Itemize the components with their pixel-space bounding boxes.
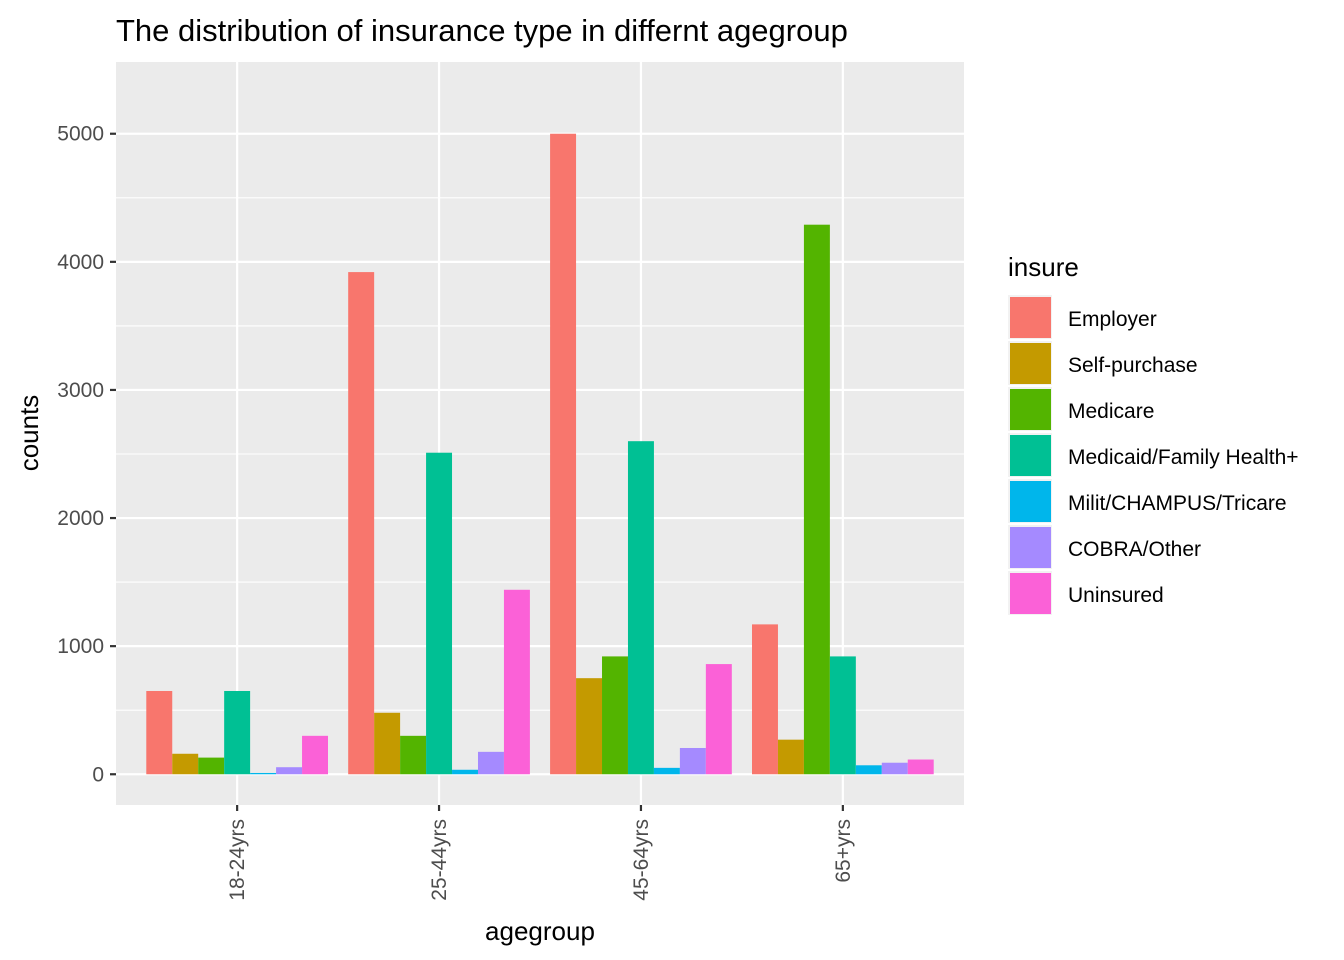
bar-45-64yrs-Employer — [550, 133, 577, 775]
y-tick-label: 5000 — [57, 123, 104, 146]
bar-45-64yrs-Uninsured — [705, 664, 732, 775]
legend-title: insure — [1008, 252, 1079, 282]
legend: insure Employer Self-purchase Medicare Medi… — [1008, 252, 1299, 615]
bar-25-44yrs-Milit/CHAMPUS/Tricare — [452, 769, 478, 775]
bar-18-24yrs-Medicare — [198, 757, 225, 775]
x-axis-ticks: 18-24yrs 25-44yrs 45-64yrs 65+yrs — [226, 805, 855, 901]
bar-25-44yrs-Medicaid/Family Health+ — [426, 452, 453, 775]
legend-label-Self-purchase: Self-purchase — [1068, 354, 1198, 377]
legend-label-Employer: Employer — [1068, 308, 1157, 331]
bar-45-64yrs-Medicare — [602, 656, 628, 775]
y-axis-title: counts — [14, 395, 44, 472]
bar-65+yrs-COBRA/Other — [881, 762, 908, 775]
bar-65+yrs-Medicare — [803, 224, 830, 775]
legend-label-Uninsured: Uninsured — [1068, 584, 1164, 607]
legend-label-Milit/CHAMPUS/Tricare: Milit/CHAMPUS/Tricare — [1068, 492, 1287, 515]
legend-swatch-Milit/CHAMPUS/Tricare — [1010, 481, 1051, 522]
bar-65+yrs-Uninsured — [907, 759, 934, 775]
bar-65+yrs-Self-purchase — [777, 739, 804, 775]
legend-swatch-Employer — [1010, 297, 1051, 338]
x-tick-label: 45-64yrs — [630, 819, 653, 901]
bar-65+yrs-Milit/CHAMPUS/Tricare — [855, 765, 882, 775]
legend-label-Medicare: Medicare — [1068, 400, 1154, 423]
bar-25-44yrs-Uninsured — [503, 589, 530, 775]
bar-45-64yrs-Medicaid/Family Health+ — [627, 441, 654, 775]
y-tick-label: 4000 — [57, 251, 104, 274]
legend-swatch-Self-purchase — [1010, 343, 1051, 384]
bar-25-44yrs-Self-purchase — [374, 712, 401, 775]
bar-18-24yrs-Milit/CHAMPUS/Tricare — [250, 772, 277, 775]
y-tick-label: 2000 — [57, 507, 104, 530]
legend-swatch-Uninsured — [1010, 573, 1051, 614]
chart-title: The distribution of insurance type in di… — [116, 13, 848, 48]
bar-25-44yrs-Medicare — [400, 735, 427, 775]
bars-group — [146, 133, 934, 775]
bar-65+yrs-Employer — [752, 624, 778, 775]
y-tick-label: 3000 — [57, 379, 104, 402]
y-tick-label: 0 — [92, 763, 104, 786]
legend-label-Medicaid/Family Health+: Medicaid/Family Health+ — [1068, 446, 1299, 469]
bar-18-24yrs-Employer — [146, 690, 173, 775]
bar-18-24yrs-Medicaid/Family Health+ — [224, 690, 251, 775]
bar-65+yrs-Medicaid/Family Health+ — [829, 656, 856, 775]
bar-18-24yrs-COBRA/Other — [276, 767, 303, 775]
x-axis-title: agegroup — [485, 916, 595, 946]
legend-label-COBRA/Other: COBRA/Other — [1068, 538, 1201, 561]
bar-25-44yrs-COBRA/Other — [477, 751, 504, 775]
legend-swatch-Medicare — [1010, 389, 1051, 430]
bar-18-24yrs-Self-purchase — [172, 753, 199, 775]
bar-25-44yrs-Employer — [348, 272, 375, 775]
y-tick-label: 1000 — [57, 635, 104, 658]
bar-45-64yrs-COBRA/Other — [679, 747, 706, 775]
legend-swatch-COBRA/Other — [1010, 527, 1051, 568]
x-tick-label: 18-24yrs — [226, 819, 249, 901]
x-tick-label: 25-44yrs — [428, 819, 451, 901]
bar-18-24yrs-Uninsured — [302, 735, 328, 775]
bar-45-64yrs-Milit/CHAMPUS/Tricare — [653, 767, 680, 775]
x-tick-label: 65+yrs — [832, 819, 855, 883]
bar-45-64yrs-Self-purchase — [576, 678, 603, 775]
legend-swatch-Medicaid/Family Health+ — [1010, 435, 1051, 476]
y-axis-ticks: 0 1000 2000 3000 4000 5000 — [57, 123, 116, 786]
